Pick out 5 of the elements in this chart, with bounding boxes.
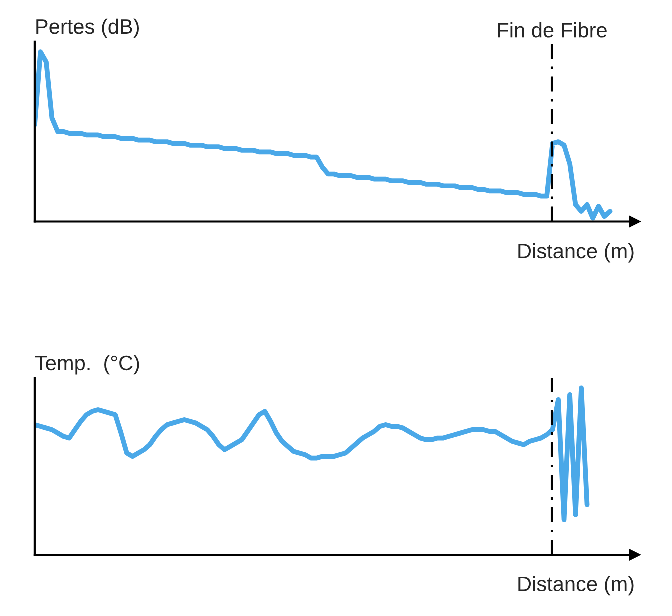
x-axis-title: Distance (m) bbox=[518, 243, 634, 263]
text: Fin de Fibre bbox=[498, 22, 607, 38]
x-axis-title: Distance (m) bbox=[518, 576, 634, 596]
y-axis-title: Pertes (dB) bbox=[36, 18, 140, 38]
y-axis-title: Temp. (°C) bbox=[35, 355, 140, 375]
